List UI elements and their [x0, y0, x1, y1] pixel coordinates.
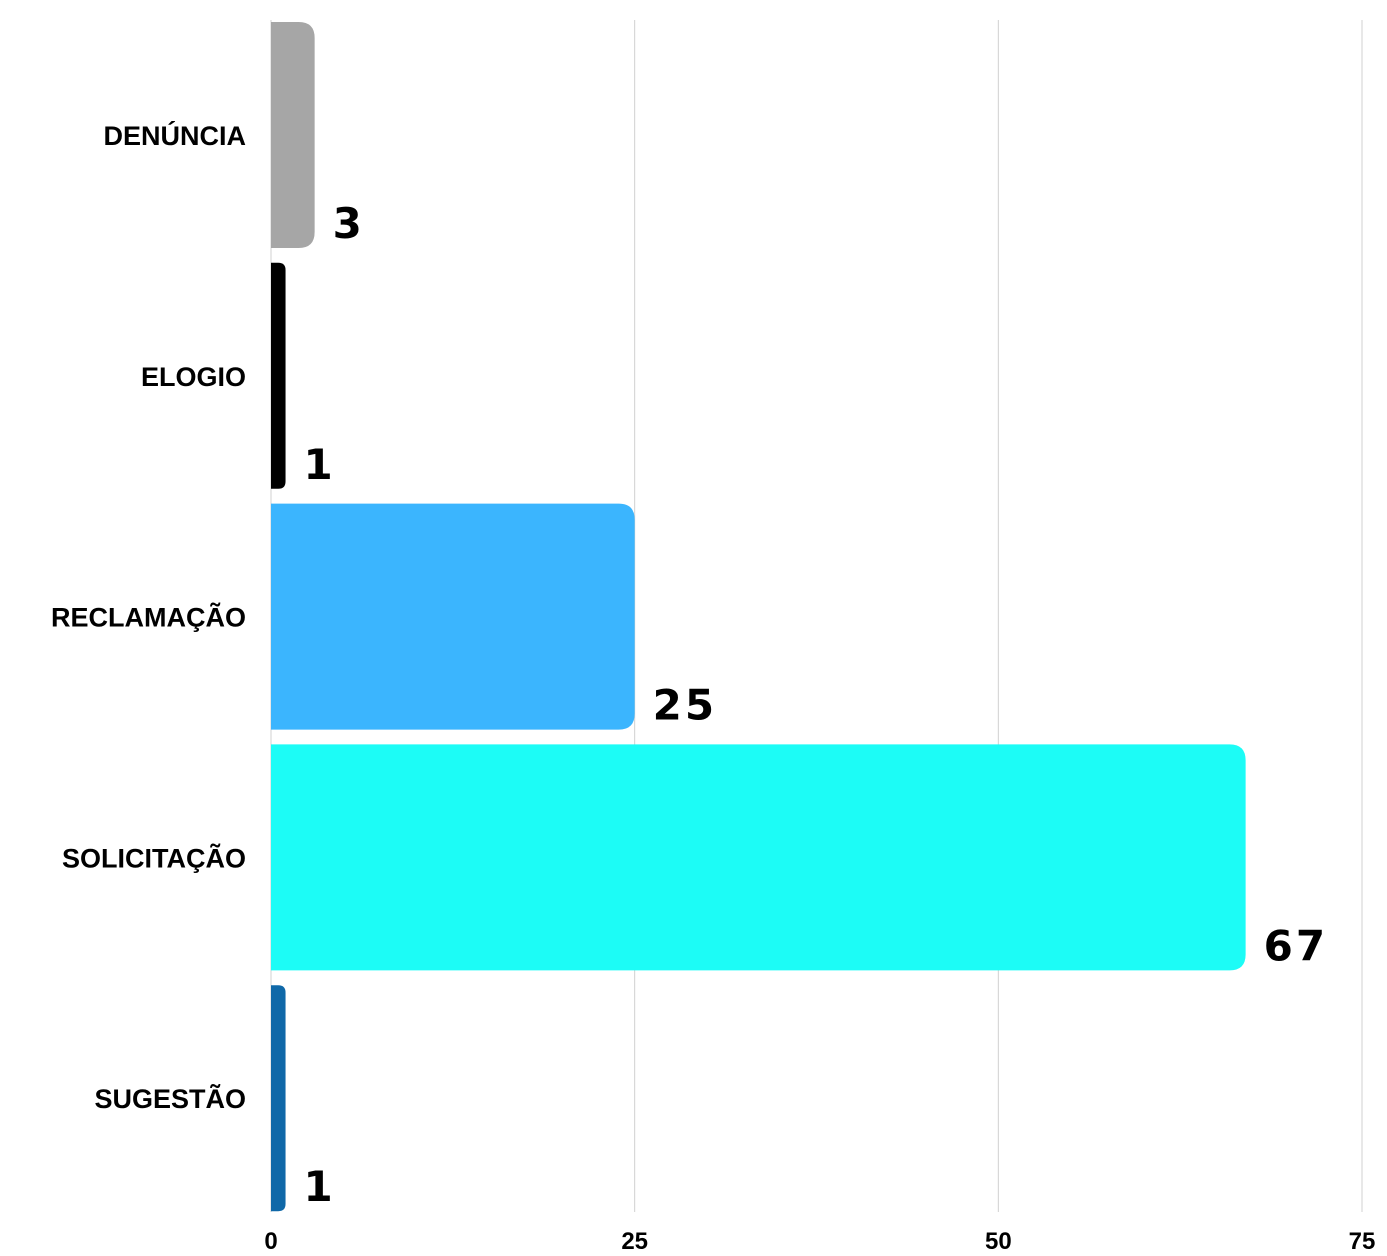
x-tick-label: 75 — [1349, 1228, 1376, 1255]
bar-solicitação — [271, 744, 1246, 971]
x-tick-label: 25 — [621, 1228, 648, 1255]
bar-sugestão — [271, 985, 286, 1212]
value-label: 3 — [333, 199, 365, 248]
bar-elogio — [271, 262, 286, 489]
value-label: 1 — [304, 440, 336, 489]
bar-denúncia — [271, 22, 315, 248]
x-tick-label: 50 — [985, 1228, 1012, 1255]
value-label: 1 — [304, 1162, 336, 1211]
value-label: 67 — [1264, 921, 1328, 970]
category-label: SUGESTÃO — [94, 1083, 246, 1114]
category-label: DENÚNCIA — [103, 120, 246, 151]
x-tick-label: 0 — [264, 1228, 277, 1255]
bar-reclamação — [271, 503, 635, 730]
labels: 0 25 50 75 DENÚNCIA 3 ELOGIO 1 RECLAMAÇÃO 25 SOLIC… — [51, 120, 1375, 1255]
category-label: ELOGIO — [141, 362, 246, 392]
category-label: SOLICITAÇÃO — [62, 842, 246, 873]
bars — [271, 22, 1246, 1212]
value-label: 25 — [653, 681, 717, 730]
category-label: RECLAMAÇÃO — [51, 602, 246, 633]
